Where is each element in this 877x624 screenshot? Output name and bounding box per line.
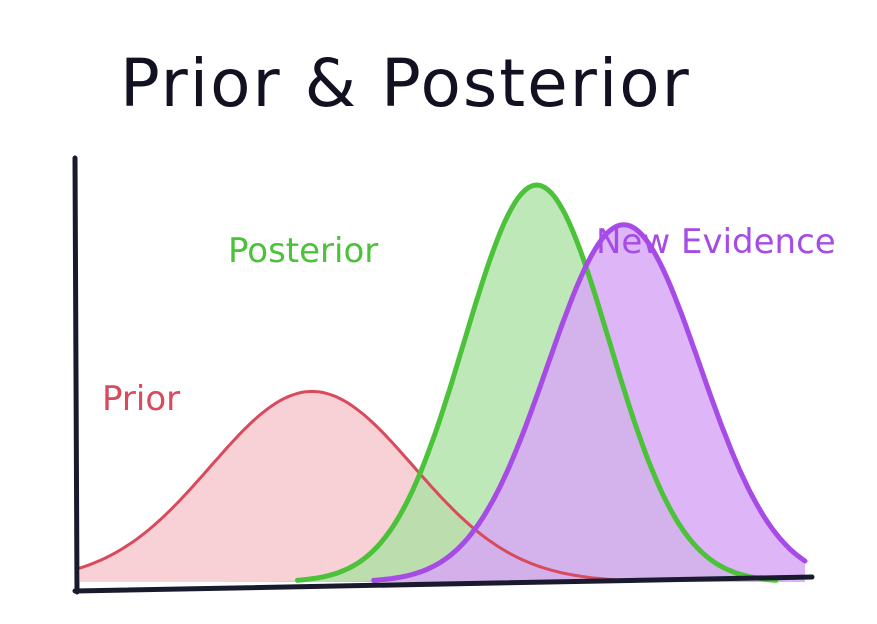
y-axis [72, 155, 80, 595]
new-evidence-area [80, 224, 805, 582]
x-axis [72, 574, 815, 594]
diagram-title: Prior & Posterior [120, 45, 691, 122]
curves-layer [78, 182, 808, 583]
posterior-label: Posterior [228, 231, 378, 271]
prior-curve [78, 389, 626, 582]
new-evidence-label: New Evidence [596, 222, 836, 262]
prior-area [80, 391, 805, 582]
prior-label: Prior [102, 379, 180, 419]
posterior-curve [295, 182, 779, 583]
new-evidence-curve [371, 222, 808, 583]
